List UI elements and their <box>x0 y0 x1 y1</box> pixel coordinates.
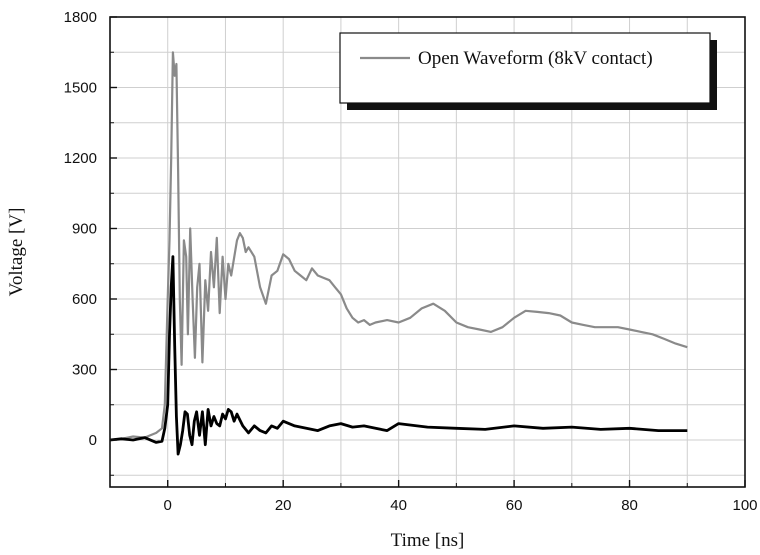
x-tick-label: 20 <box>275 497 292 514</box>
series-line-1 <box>109 51 688 442</box>
x-tick-label: 0 <box>164 497 172 514</box>
y-tick-label: 1500 <box>64 80 97 97</box>
plot-area-frame <box>109 16 746 488</box>
legend-label: Open Waveform (8kV contact) <box>418 48 653 69</box>
series-line-2 <box>109 255 688 456</box>
legend-box <box>339 32 711 104</box>
y-axis-title: Voltage [V] <box>6 208 27 297</box>
ticks: 0 20 40 60 80 100 0 300 600 900 1200 1500 1800 <box>64 9 758 514</box>
y-tick-label: 1800 <box>64 9 97 26</box>
series-layer <box>109 51 688 456</box>
y-tick-label: 1200 <box>64 150 97 167</box>
legend: Open Waveform (8kV contact) <box>339 32 717 110</box>
x-axis-title: Time [ns] <box>391 530 465 551</box>
y-tick-label: 0 <box>89 432 97 449</box>
x-tick-label: 40 <box>390 497 407 514</box>
x-tick-label: 100 <box>732 497 757 514</box>
y-tick-label: 300 <box>72 362 97 379</box>
x-tick-label: 80 <box>621 497 638 514</box>
x-tick-label: 60 <box>506 497 523 514</box>
y-tick-label: 900 <box>72 221 97 238</box>
y-tick-label: 600 <box>72 291 97 308</box>
